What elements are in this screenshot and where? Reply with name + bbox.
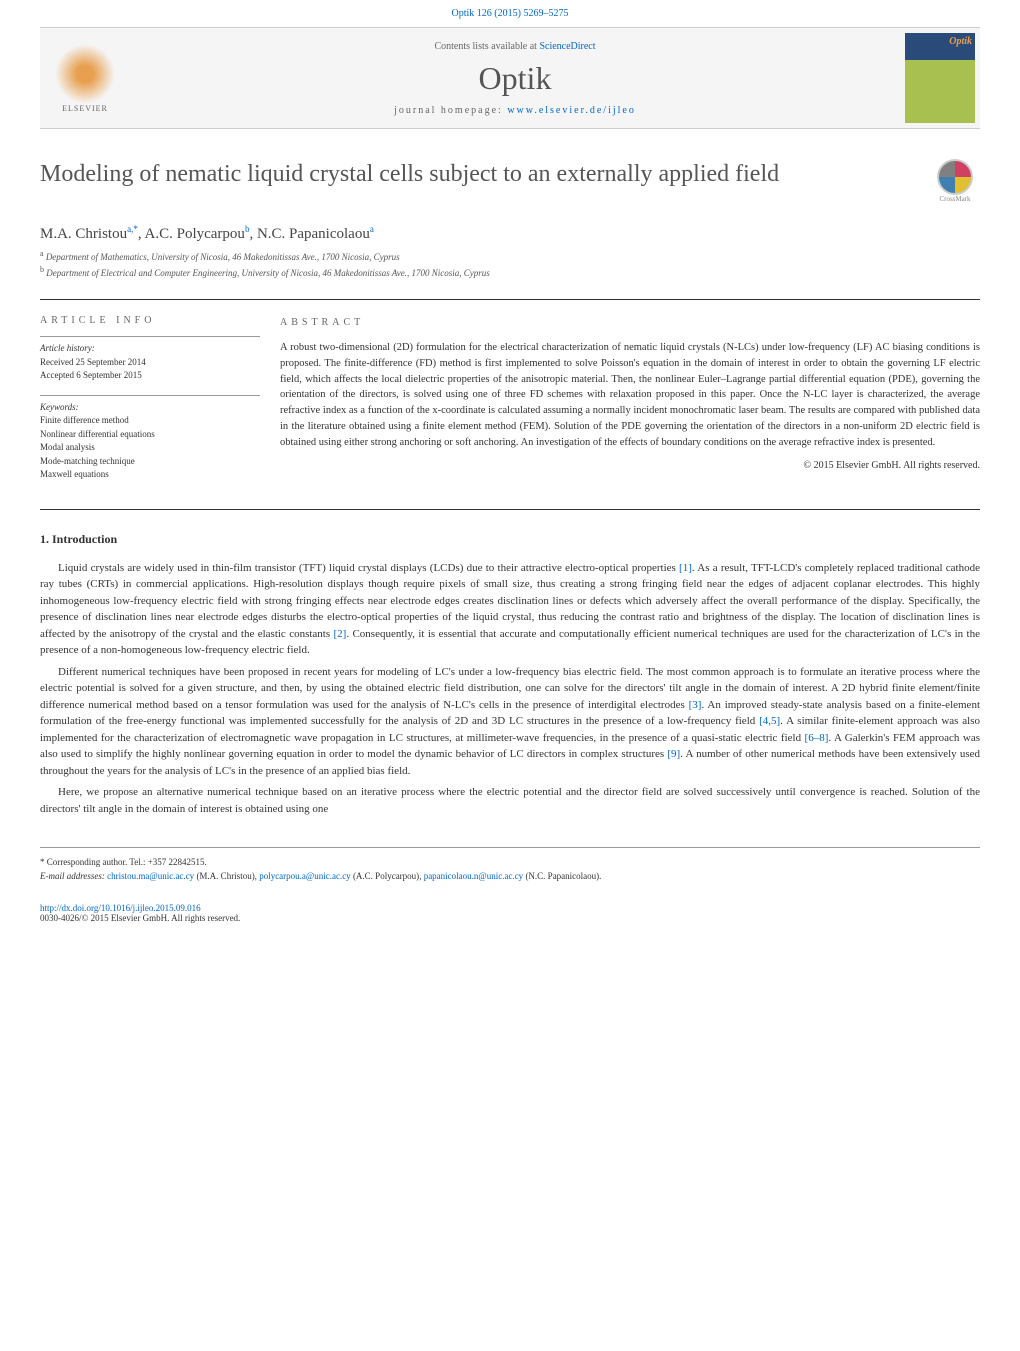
received-date: Received 25 September 2014: [40, 356, 260, 370]
contents-line: Contents lists available at ScienceDirec…: [130, 41, 900, 52]
email-line: E-mail addresses: christou.ma@unic.ac.cy…: [40, 870, 980, 884]
keyword: Finite difference method: [40, 414, 260, 428]
contents-prefix: Contents lists available at: [434, 41, 539, 52]
corresponding-author: * Corresponding author. Tel.: +357 22842…: [40, 856, 980, 870]
elsevier-logo: ELSEVIER: [40, 28, 130, 128]
body-paragraph: Liquid crystals are widely used in thin-…: [40, 560, 980, 659]
crossmark-icon: [937, 159, 973, 195]
article-title: Modeling of nematic liquid crystal cells…: [40, 159, 930, 209]
journal-homepage: journal homepage: www.elsevier.de/ijleo: [130, 105, 900, 116]
homepage-prefix: journal homepage:: [394, 105, 507, 116]
crossmark-label: CrossMark: [939, 195, 970, 203]
elsevier-text: ELSEVIER: [62, 104, 108, 113]
keyword: Nonlinear differential equations: [40, 428, 260, 442]
body-paragraph: Here, we propose an alternative numerica…: [40, 784, 980, 817]
elsevier-tree-icon: [55, 44, 115, 104]
introduction-section: 1. Introduction Liquid crystals are wide…: [40, 530, 980, 818]
email-link[interactable]: papanicolaou.n@unic.ac.cy: [424, 871, 524, 881]
keyword: Maxwell equations: [40, 468, 260, 482]
abstract-text: A robust two-dimensional (2D) formulatio…: [280, 340, 980, 450]
doi-link[interactable]: http://dx.doi.org/10.1016/j.ijleo.2015.0…: [40, 903, 201, 913]
sciencedirect-link[interactable]: ScienceDirect: [539, 41, 595, 52]
keywords-label: Keywords:: [40, 401, 260, 415]
email-link[interactable]: christou.ma@unic.ac.cy: [107, 871, 194, 881]
abstract-heading: ABSTRACT: [280, 315, 980, 330]
journal-header: ELSEVIER Contents lists available at Sci…: [40, 27, 980, 129]
issn-copyright: 0030-4026/© 2015 Elsevier GmbH. All righ…: [40, 913, 240, 923]
crossmark[interactable]: CrossMark: [930, 159, 980, 209]
body-paragraph: Different numerical techniques have been…: [40, 664, 980, 780]
affiliations: a Department of Mathematics, University …: [40, 248, 980, 279]
journal-center: Contents lists available at ScienceDirec…: [130, 41, 900, 116]
header-citation: Optik 126 (2015) 5269–5275: [0, 0, 1020, 27]
history-label: Article history:: [40, 342, 260, 356]
keyword: Modal analysis: [40, 441, 260, 455]
doi-block: http://dx.doi.org/10.1016/j.ijleo.2015.0…: [40, 903, 980, 923]
email-link[interactable]: polycarpou.a@unic.ac.cy: [259, 871, 351, 881]
cover-title: Optik: [949, 36, 972, 47]
footer: * Corresponding author. Tel.: +357 22842…: [40, 847, 980, 883]
email-label: E-mail addresses:: [40, 871, 107, 881]
article-info: ARTICLE INFO Article history: Received 2…: [40, 315, 280, 494]
journal-cover: Optik: [905, 33, 975, 123]
accepted-date: Accepted 6 September 2015: [40, 369, 260, 383]
history-block: Article history: Received 25 September 2…: [40, 336, 260, 383]
keywords-block: Keywords: Finite difference methodNonlin…: [40, 395, 260, 482]
section-title: 1. Introduction: [40, 530, 980, 548]
keyword: Mode-matching technique: [40, 455, 260, 469]
info-heading: ARTICLE INFO: [40, 315, 260, 326]
journal-name: Optik: [130, 60, 900, 97]
homepage-link[interactable]: www.elsevier.de/ijleo: [507, 105, 636, 116]
abstract-copyright: © 2015 Elsevier GmbH. All rights reserve…: [280, 458, 980, 473]
abstract: ABSTRACT A robust two-dimensional (2D) f…: [280, 315, 980, 494]
authors: M.A. Christoua,*, A.C. Polycarpoub, N.C.…: [40, 224, 980, 243]
